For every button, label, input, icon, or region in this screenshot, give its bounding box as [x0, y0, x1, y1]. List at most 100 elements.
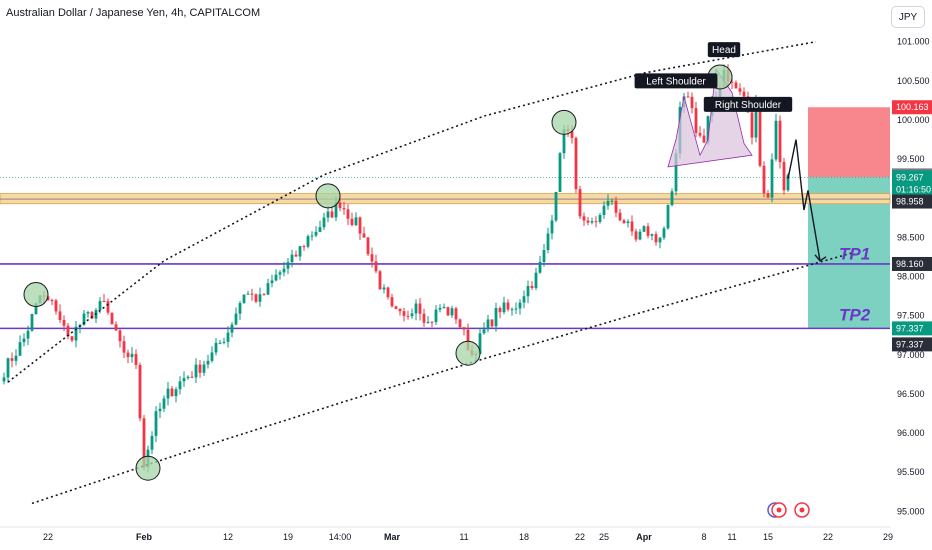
y-tick-label: 97.500: [897, 311, 925, 321]
candle-body: [334, 202, 338, 218]
candle-body: [670, 191, 674, 206]
candle-body: [30, 314, 34, 331]
y-tick-label: 95.000: [897, 506, 925, 516]
svg-text:Head: Head: [712, 45, 736, 56]
candle-body: [562, 129, 566, 154]
svg-text:01:16:50: 01:16:50: [896, 184, 931, 194]
x-tick-label: 11: [727, 532, 736, 542]
candle-body: [314, 231, 318, 236]
touch-point-circle: [551, 109, 577, 135]
candle-body: [734, 82, 738, 89]
candle-body: [518, 302, 522, 309]
candle-body: [266, 283, 270, 295]
candle-body: [526, 286, 530, 297]
candle-body: [22, 338, 26, 343]
candle-body: [462, 327, 466, 330]
price-tag: 97.337: [892, 321, 932, 336]
candle-body: [546, 233, 550, 251]
candle-body: [274, 274, 278, 281]
y-tick-label: 100.500: [897, 76, 930, 86]
candle-body: [370, 254, 374, 262]
x-tick-label: 18: [519, 532, 529, 542]
candle-body: [506, 302, 510, 310]
candle-body: [214, 342, 218, 353]
currency-button[interactable]: JPY: [891, 6, 925, 28]
candle-body: [594, 221, 598, 223]
candle-body: [602, 205, 606, 216]
x-tick-label: 22: [575, 532, 585, 542]
y-tick-label: 99.500: [897, 154, 925, 164]
candle-body: [26, 330, 30, 339]
y-tick-label: 101.000: [897, 37, 930, 47]
price-tag: 98.958: [892, 194, 932, 209]
candle-body: [786, 174, 790, 191]
svg-text:Right Shoulder: Right Shoulder: [715, 100, 782, 111]
annotation-head: Head: [707, 42, 741, 58]
candle-body: [686, 96, 690, 98]
candle-body: [554, 191, 558, 221]
x-tick-label: 14:00: [329, 532, 352, 542]
price-tag: 100.163: [892, 100, 932, 115]
candle-body: [262, 294, 266, 296]
candle-body: [290, 254, 294, 263]
candle-body: [666, 205, 670, 229]
candle-body: [350, 218, 354, 226]
candle-body: [306, 236, 310, 247]
touch-point-circle: [23, 281, 49, 307]
candle-body: [438, 307, 442, 310]
svg-text:98.160: 98.160: [896, 259, 924, 269]
candle-body: [210, 352, 214, 361]
candle-body: [34, 303, 38, 315]
zones-layer: [0, 107, 891, 329]
candle-body: [258, 294, 262, 302]
candle-body: [126, 352, 130, 358]
candle-body: [742, 91, 746, 97]
candle-body: [570, 131, 574, 138]
candle-body: [494, 308, 498, 327]
candle-body: [730, 81, 734, 83]
candle-body: [778, 120, 782, 163]
projection-arrowhead: [814, 254, 827, 262]
candle-body: [110, 312, 114, 325]
candles-layer: [2, 64, 790, 473]
y-tick-label: 100.000: [897, 115, 930, 125]
candle-body: [550, 220, 554, 234]
candle-body: [542, 250, 546, 262]
candle-body: [162, 398, 166, 409]
candle-body: [558, 153, 562, 192]
candle-body: [410, 313, 414, 317]
y-tick-label: 98.500: [897, 232, 925, 242]
candle-body: [206, 360, 210, 365]
candle-body: [626, 221, 630, 224]
candle-body: [498, 308, 502, 313]
candle-body: [382, 287, 386, 290]
y-tick-label: 98.000: [897, 272, 925, 282]
candle-body: [590, 221, 594, 223]
candle-body: [154, 411, 158, 436]
candle-body: [522, 296, 526, 303]
candle-body: [74, 326, 78, 341]
candle-body: [650, 234, 654, 236]
candle-body: [618, 212, 622, 221]
resistance-zone: [0, 193, 891, 205]
x-tick-label: 8: [701, 532, 706, 542]
candle-body: [114, 324, 118, 331]
candle-body: [6, 358, 10, 378]
candle-body: [298, 246, 302, 257]
candle-body: [774, 120, 778, 160]
candle-body: [430, 321, 434, 323]
candle-body: [230, 324, 234, 333]
candle-body: [486, 319, 490, 330]
price-axis: 95.000 95.500 96.000 96.500 97.000 97.500 98.0…: [892, 37, 932, 516]
y-tick-label: 96.000: [897, 428, 925, 438]
candle-body: [574, 137, 578, 190]
candle-body: [158, 408, 162, 412]
x-tick-label: Apr: [636, 532, 652, 542]
x-tick-label: Feb: [136, 532, 153, 542]
candle-body: [202, 364, 206, 373]
candle-body: [578, 189, 582, 217]
touch-point-circle: [455, 340, 481, 366]
candle-body: [690, 96, 694, 109]
